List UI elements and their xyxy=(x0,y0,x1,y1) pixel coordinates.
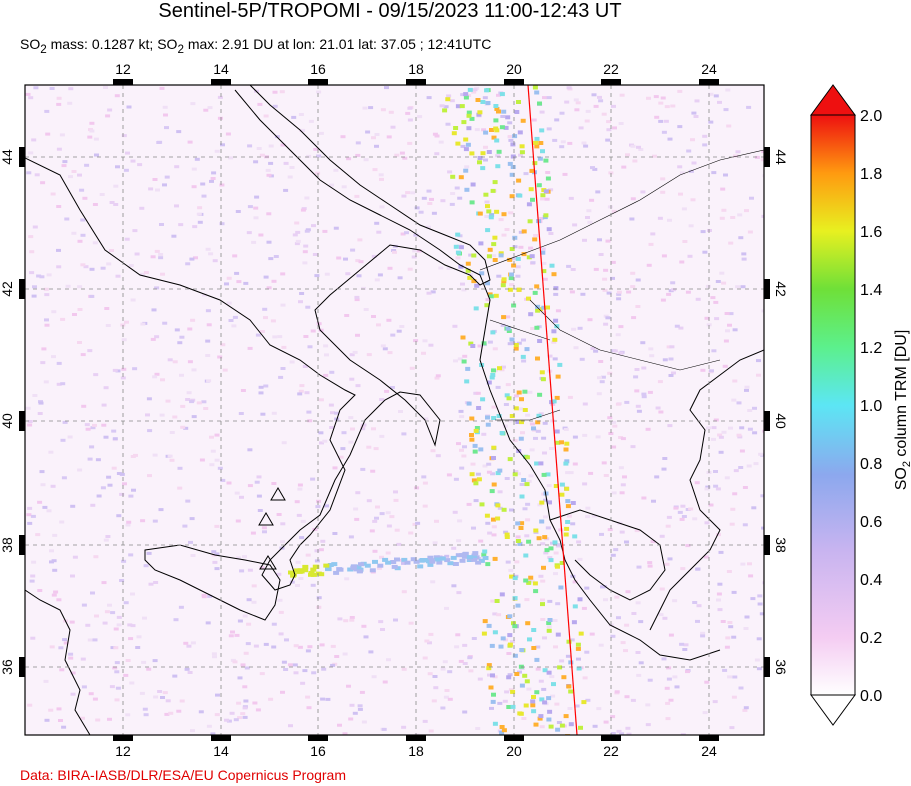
peloponnese-coastline xyxy=(549,509,666,601)
colorbar-label-sub: 2 xyxy=(901,461,911,467)
colorbar-label: SO2 column TRM [DU] xyxy=(893,330,911,491)
lat-tick-left: 36 xyxy=(0,659,15,675)
lon-tick-bottom: 16 xyxy=(310,743,326,759)
map-frame xyxy=(24,84,765,736)
colorbar-ticks: 2.0 1.8 1.6 1.4 1.2 1.0 0.8 0.6 0.4 0.2 … xyxy=(860,108,882,705)
volcano-marker-stromboli xyxy=(270,487,286,501)
mass-subscript: 2 xyxy=(40,42,47,56)
balkan-coastline xyxy=(234,89,721,661)
lon-ticks-bottom: 12 14 16 18 20 22 24 xyxy=(115,743,717,759)
lat-tick-right: 36 xyxy=(773,659,789,675)
lon-tick-top: 16 xyxy=(310,61,326,77)
lon-tick-top: 22 xyxy=(603,61,619,77)
colorbar-tick: 1.8 xyxy=(860,166,882,183)
lon-tick-bottom: 14 xyxy=(213,743,229,759)
colorbar-label-suffix: column TRM [DU] xyxy=(893,330,910,461)
lon-tick-top: 14 xyxy=(213,61,229,77)
lat-tick-right: 42 xyxy=(773,281,789,297)
lat-ticks-right: 44 42 40 38 36 xyxy=(773,149,789,675)
lon-tick-bottom: 24 xyxy=(701,743,717,759)
colorbar-max-arrow xyxy=(810,84,856,116)
africa-coastline xyxy=(25,589,91,735)
colorbar: 2.0 1.8 1.6 1.4 1.2 1.0 0.8 0.6 0.4 0.2 … xyxy=(810,84,911,726)
colorbar-tick: 1.0 xyxy=(860,398,882,415)
volcano-marker-etna xyxy=(259,555,277,570)
colorbar-tick: 1.6 xyxy=(860,224,882,241)
volcano-marker-vulcano xyxy=(258,512,274,526)
land-borders xyxy=(479,149,764,421)
colorbar-gradient xyxy=(810,114,856,696)
lon-tick-bottom: 20 xyxy=(506,743,522,759)
grid-lines xyxy=(25,85,764,735)
frame-ticks xyxy=(19,79,770,741)
colorbar-tick: 0.4 xyxy=(860,572,882,589)
greece-east-coastline xyxy=(649,349,764,631)
lat-tick-left: 40 xyxy=(0,413,15,429)
sicily-coastline xyxy=(144,544,281,621)
colorbar-min-arrow xyxy=(810,694,856,726)
lon-tick-bottom: 22 xyxy=(603,743,619,759)
lon-ticks-top: 12 14 16 18 20 22 24 xyxy=(115,61,717,77)
lon-tick-bottom: 12 xyxy=(115,743,131,759)
lat-tick-right: 38 xyxy=(773,537,789,553)
max-subscript: 2 xyxy=(177,42,184,56)
mass-prefix: SO xyxy=(20,36,41,52)
page-title: Sentinel-5P/TROPOMI - 09/15/2023 11:00-1… xyxy=(158,0,622,22)
max-text: max: 2.91 DU at lon: 21.01 lat: 37.05 ; … xyxy=(183,36,492,52)
orbit-edge xyxy=(527,84,578,736)
lon-tick-top: 12 xyxy=(115,61,131,77)
lon-tick-top: 20 xyxy=(506,61,522,77)
subtitle: SO2 mass: 0.1287 kt; SO2 max: 2.91 DU at… xyxy=(20,36,491,56)
colorbar-tick: 2.0 xyxy=(860,108,882,125)
mass-text: mass: 0.1287 kt; SO xyxy=(46,36,178,52)
lat-tick-left: 44 xyxy=(0,149,15,165)
colorbar-tick: 0.8 xyxy=(860,456,882,473)
lon-tick-bottom: 18 xyxy=(408,743,424,759)
data-credit: Data: BIRA-IASB/DLR/ESA/EU Copernicus Pr… xyxy=(20,767,347,783)
colorbar-tick: 0.0 xyxy=(860,688,882,705)
lon-tick-top: 18 xyxy=(408,61,424,77)
map-background xyxy=(25,85,764,735)
italy-coastline xyxy=(25,85,491,591)
colorbar-label-prefix: SO xyxy=(893,467,910,490)
colorbar-tick: 0.6 xyxy=(860,514,882,531)
lat-tick-left: 42 xyxy=(0,281,15,297)
lat-tick-right: 44 xyxy=(773,149,789,165)
colorbar-tick: 1.2 xyxy=(860,340,882,357)
lat-tick-right: 40 xyxy=(773,413,789,429)
colorbar-tick: 0.2 xyxy=(860,630,882,647)
lat-ticks-left: 44 42 40 38 36 xyxy=(0,149,15,675)
lon-tick-top: 24 xyxy=(701,61,717,77)
colorbar-tick: 1.4 xyxy=(860,282,882,299)
so2-pixels xyxy=(25,85,764,735)
lat-tick-left: 38 xyxy=(0,537,15,553)
